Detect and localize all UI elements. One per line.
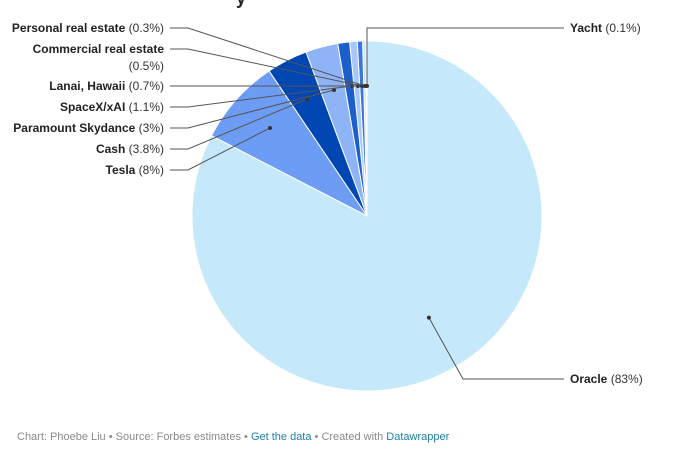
- get-the-data-link[interactable]: Get the data: [250, 431, 312, 443]
- leader-dot-paramount-skydance: [332, 88, 336, 92]
- pie-slices: [191, 40, 543, 392]
- pie-slice-oracle[interactable]: [191, 40, 543, 392]
- leader-line-oracle: [428, 317, 564, 380]
- leader-line-tesla: [170, 127, 271, 171]
- footer-credits: Chart: Phoebe Liu • Source: Forbes estim…: [17, 431, 251, 443]
- leader-line-cash: [170, 98, 308, 150]
- slice-labels: Oracle (83%) Tesla (8%) Cash (3.8%) Paramou…: [12, 21, 643, 386]
- footer-created-with: • Created with: [311, 431, 387, 443]
- leader-line-commercial-real-estate: [170, 48, 363, 87]
- leader-line-yacht: [366, 27, 564, 86]
- leader-dot-oracle: [426, 315, 431, 320]
- slice-label-yacht: Yacht (0.1%): [570, 21, 641, 35]
- leader-lines: [170, 27, 564, 380]
- leader-dot-yacht: [365, 84, 369, 88]
- slice-label-spacex-xai: SpaceX/xAI (1.1%): [60, 100, 164, 114]
- slice-label-tesla: Tesla (8%): [106, 163, 164, 177]
- slice-label-personal-real-estate: Personal real estate (0.3%): [12, 21, 164, 35]
- leader-dot-cash: [305, 97, 309, 101]
- slice-label-commercial-real-estate: Commercial real estate (0.5%): [33, 42, 165, 73]
- slice-label-lanai-hawaii: Lanai, Hawaii (0.7%): [49, 79, 164, 93]
- slice-label-cash: Cash (3.8%): [96, 142, 164, 156]
- leader-line-spacex-xai: [170, 85, 353, 108]
- datawrapper-link[interactable]: Datawrapper: [386, 431, 450, 443]
- chart-footer: Chart: Phoebe Liu • Source: Forbes estim…: [17, 431, 449, 443]
- leader-line-personal-real-estate: [170, 27, 366, 87]
- leader-dot-tesla: [268, 126, 272, 130]
- leader-line-paramount-skydance: [170, 89, 335, 129]
- slice-label-paramount-skydance: Paramount Skydance (3%): [13, 121, 164, 135]
- slice-label-oracle: Oracle (83%): [570, 372, 643, 386]
- chart-title-fragment: y: [236, 0, 246, 9]
